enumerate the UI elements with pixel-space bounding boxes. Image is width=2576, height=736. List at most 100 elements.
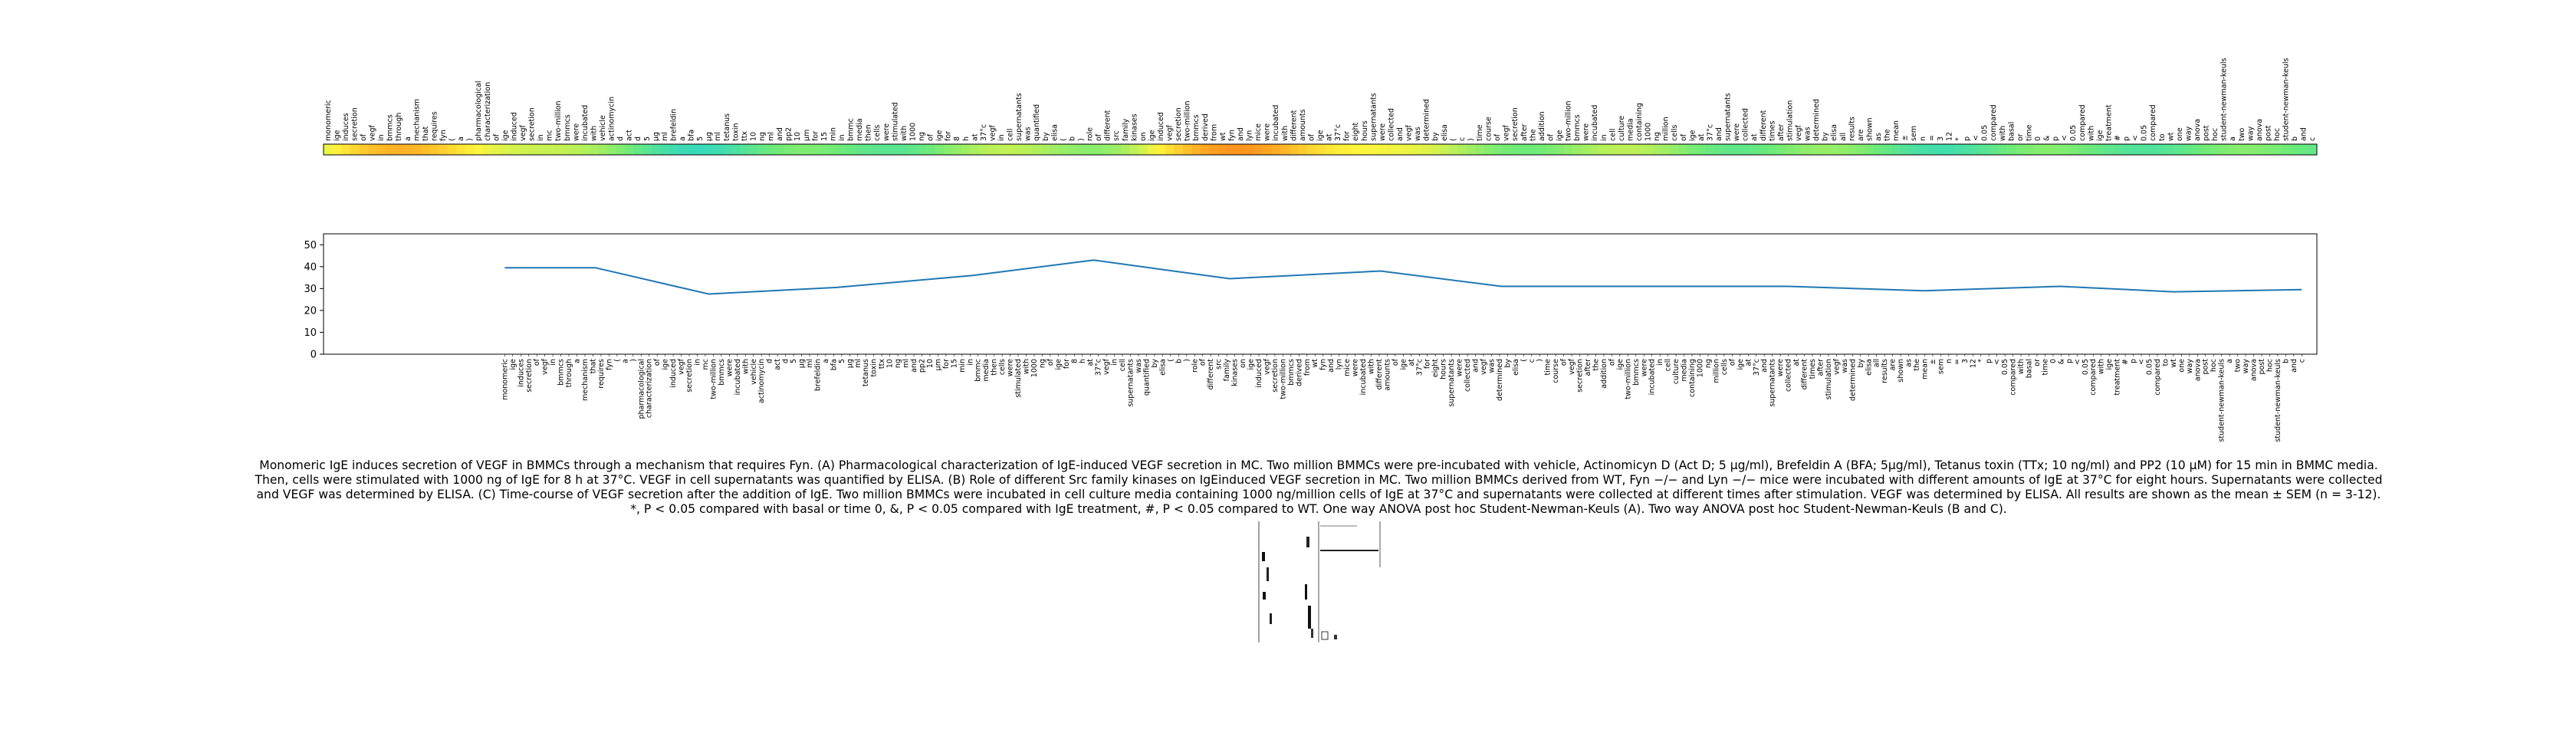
heatmap-cell <box>1820 144 1830 155</box>
x-tick-label: at <box>1086 359 1095 366</box>
x-tick-label: vegf <box>1480 358 1488 374</box>
heatmap-token-label: vegf <box>1166 125 1175 141</box>
heatmap-token-label: media <box>856 118 864 141</box>
heatmap-token-label: ) <box>1467 138 1475 141</box>
heatmap-cell <box>456 144 466 155</box>
heatmap-token-label: ige <box>2096 130 2104 141</box>
x-tick-label: are <box>1889 359 1898 371</box>
heatmap-cell <box>1856 144 1866 155</box>
heatmap-token-label: 0 <box>2034 136 2042 141</box>
heatmap-token-label: < <box>2061 135 2069 141</box>
figure-caption: Monomeric IgE induces secretion of VEGF … <box>255 458 2383 516</box>
heatmap-token-label: of <box>1680 133 1688 141</box>
heatmap-token-label: with <box>1281 126 1290 141</box>
x-tick-label: 37°c <box>1095 359 1103 376</box>
heatmap-cell <box>651 144 661 155</box>
x-tick-label: ng <box>894 359 902 368</box>
heatmap-token-label: ( <box>449 138 457 141</box>
heatmap-cell <box>1413 144 1423 155</box>
heatmap-token-label: vegf <box>1405 125 1414 141</box>
x-tick-label: b <box>1175 359 1183 363</box>
heatmap-cell <box>598 144 608 155</box>
heatmap-token-label: requires <box>430 111 439 141</box>
heatmap-cell <box>1590 144 1600 155</box>
heatmap-cell <box>961 144 971 155</box>
x-tick-label: of <box>1560 358 1569 366</box>
heatmap-token-label: eight <box>1352 122 1360 141</box>
heatmap-cell <box>855 144 865 155</box>
heatmap-token-label: were <box>1733 123 1741 141</box>
heatmap-cell <box>660 144 670 155</box>
heatmap-token-label: are <box>1857 129 1865 141</box>
heatmap-token-label: induces <box>342 113 350 141</box>
x-tick-label: 8 <box>1070 359 1079 363</box>
x-tick-label: a <box>621 359 629 363</box>
heatmap-cell <box>1475 144 1485 155</box>
x-tick-label: characterization <box>646 359 654 418</box>
heatmap-token-label: were <box>1582 123 1591 141</box>
heatmap-token-label: and <box>1715 127 1723 141</box>
heatmap-token-label: vegf <box>1503 125 1511 141</box>
heatmap-token-label: two <box>2238 128 2246 141</box>
heatmap-cell <box>501 144 511 155</box>
x-tick-label: 10 <box>926 359 935 368</box>
heatmap-token-label: and <box>1396 127 1405 141</box>
x-tick-label: ige <box>662 359 670 370</box>
x-tick-label: collected <box>1464 359 1472 392</box>
heatmap-token-label: after <box>1520 123 1529 141</box>
heatmap-cell <box>1333 144 1343 155</box>
heatmap-cell <box>1138 144 1148 155</box>
x-tick-label: kinases <box>1231 359 1240 386</box>
x-tick-label: media <box>1681 359 1689 382</box>
heatmap-token-label: culture <box>1618 116 1626 141</box>
heatmap-token-label: monomeric <box>324 100 333 141</box>
heatmap-token-label: n <box>1919 136 1927 141</box>
heatmap-cell <box>2016 144 2026 155</box>
x-tick-label: at <box>1744 359 1753 366</box>
x-tick-label: the <box>1913 359 1921 371</box>
x-tick-label: induced <box>669 359 678 388</box>
x-tick-label: anova <box>2250 359 2259 381</box>
x-tick-label: culture <box>1672 359 1681 384</box>
heatmap-token-label: mean <box>1892 120 1901 141</box>
x-tick-label: requires <box>597 359 606 389</box>
x-tick-label: induces <box>517 359 525 387</box>
x-tick-label: < <box>2073 359 2082 365</box>
x-tick-label: way <box>2242 359 2250 374</box>
heatmap-cell <box>695 144 705 155</box>
heatmap-token-label: p <box>2052 136 2060 141</box>
x-tick-label: from <box>1303 359 1312 376</box>
heatmap-cell <box>1776 144 1786 155</box>
heatmap-token-label: ( <box>1060 138 1068 141</box>
x-tick-label: stimulated <box>1014 359 1023 398</box>
heatmap-cell <box>1218 144 1228 155</box>
x-tick-label: ( <box>1520 359 1528 362</box>
x-tick-label: ige <box>1247 359 1256 370</box>
heatmap-token-label: role <box>1086 127 1095 141</box>
x-tick-label: was <box>1135 359 1143 373</box>
heatmap-token-label: quantified <box>1033 104 1041 141</box>
heatmap-cell <box>1802 144 1812 155</box>
heatmap-token-label: bmmcs <box>564 114 572 141</box>
heatmap-cell <box>899 144 909 155</box>
y-tick-label: 0 <box>310 350 317 361</box>
x-tick-label: with <box>741 359 750 374</box>
y-tick-label: 40 <box>304 261 317 273</box>
x-tick-label: student-newman-keuls <box>2274 359 2282 442</box>
heatmap-token-label: brefeldin <box>669 109 678 141</box>
x-tick-label: 37°c <box>1415 359 1424 376</box>
x-tick-label: ttx <box>878 359 886 369</box>
heatmap-cell <box>820 144 830 155</box>
heatmap-cell <box>669 144 678 155</box>
heatmap-token-label: student-newman-keuls <box>2220 58 2229 141</box>
heatmap-cell <box>1421 144 1431 155</box>
heatmap-cell <box>704 144 714 155</box>
x-tick-label: ige <box>2105 359 2114 370</box>
heatmap-token-label: with <box>900 126 909 141</box>
heatmap-cell <box>1652 144 1662 155</box>
heatmap-token-label: secretion <box>528 107 537 141</box>
x-tick-label: ) <box>1183 359 1191 362</box>
heatmap-cell <box>1121 144 1130 155</box>
heatmap-cell <box>1368 144 1378 155</box>
